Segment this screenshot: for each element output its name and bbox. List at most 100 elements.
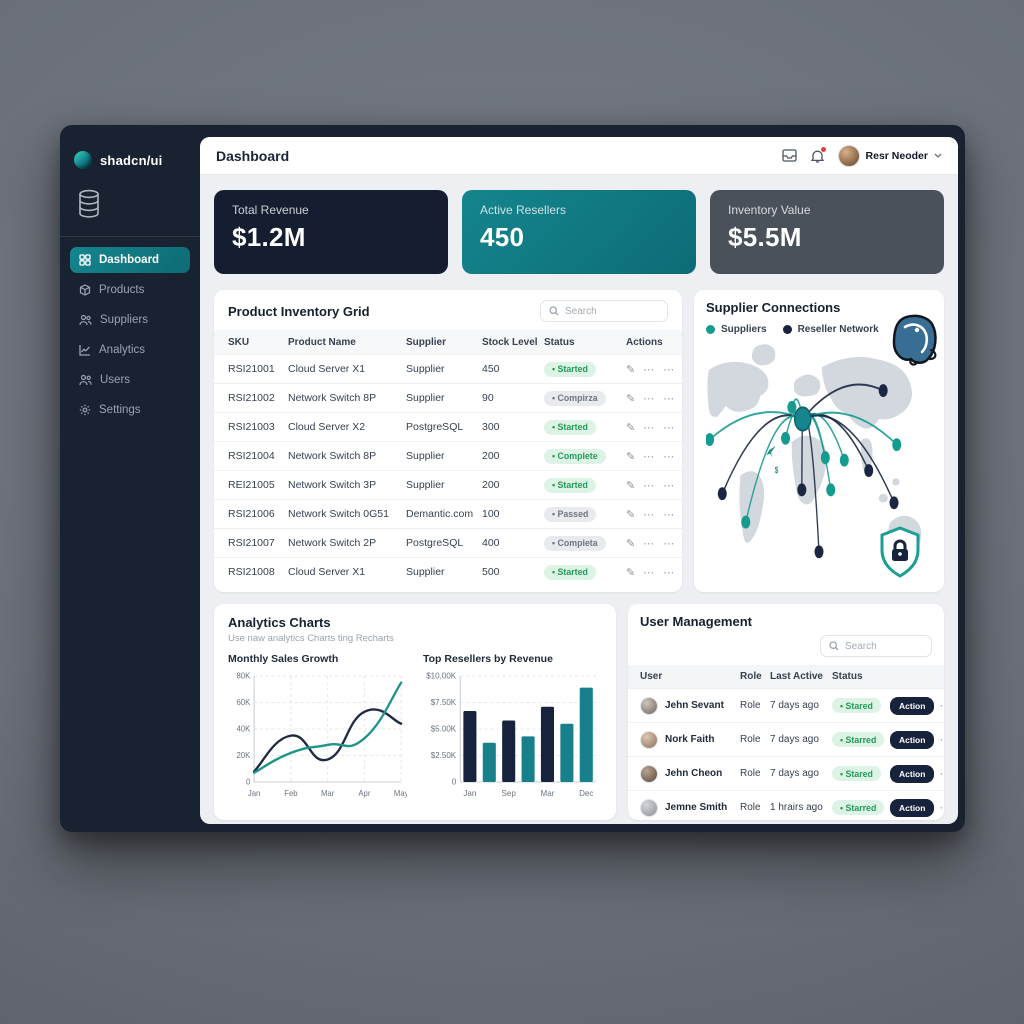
users-table-body: Jehn Sevant Role 7 days ago • Stared Action ⋯… — [628, 688, 944, 820]
cell-sku: RSI21006 — [228, 508, 275, 520]
stat-value: 450 — [480, 222, 525, 252]
network-node[interactable] — [839, 453, 849, 467]
row-menu-icon[interactable]: ⋯ — [643, 566, 656, 579]
users-search-input[interactable] — [845, 640, 923, 652]
network-node[interactable] — [878, 384, 888, 398]
sidebar-item-label: Users — [100, 374, 131, 386]
plane-glyph — [766, 446, 776, 458]
row-menu-icon[interactable]: ⋯ — [663, 450, 676, 463]
action-button[interactable]: Action — [890, 696, 935, 715]
row-menu-icon[interactable]: ⋯ — [939, 733, 944, 746]
brand[interactable]: shadcn/ui — [60, 143, 200, 179]
row-menu-icon[interactable]: ⋯ — [663, 566, 676, 579]
network-node[interactable] — [705, 433, 715, 447]
series-suppliers — [252, 681, 403, 774]
row-menu-icon[interactable]: ⋯ — [643, 392, 656, 405]
dashboard-content: Total Revenue $1.2M Active Resellers 450… — [200, 175, 958, 824]
svg-text:Jan: Jan — [248, 789, 260, 798]
sidebar-item-label: Products — [99, 284, 145, 296]
page-title: Dashboard — [216, 147, 290, 164]
stat-value: $5.5M — [728, 222, 802, 252]
status-badge: • Started — [544, 564, 596, 580]
network-node[interactable] — [820, 451, 830, 465]
inventory-table: SKU Product Name Supplier Stock Level St… — [214, 330, 682, 586]
stat-card-inventory-value: Inventory Value $5.5M — [710, 190, 944, 274]
row-menu-icon[interactable]: ⋯ — [663, 421, 676, 434]
inventory-search-input[interactable] — [565, 305, 659, 317]
row-menu-icon[interactable]: ⋯ — [643, 363, 656, 376]
status-badge: • Passed — [544, 506, 597, 522]
users-table: User Role Last Active Status Jehn Sevant… — [628, 665, 944, 820]
svg-text:60K: 60K — [237, 698, 251, 707]
network-node[interactable] — [814, 545, 824, 559]
inbox-icon[interactable] — [781, 149, 797, 162]
network-node[interactable] — [717, 487, 727, 501]
network-node[interactable] — [741, 515, 751, 529]
row-menu-icon[interactable]: ⋯ — [939, 767, 944, 780]
status-badge: • Started — [544, 477, 596, 493]
cell-product-name: Network Switch 8P — [288, 392, 377, 404]
sidebar-item-label: Settings — [99, 404, 141, 416]
action-button[interactable]: Action — [890, 764, 935, 783]
user-menu[interactable]: Resr Neoder — [837, 144, 942, 167]
cell-supplier: PostgreSQL — [406, 537, 464, 549]
row-menu-icon[interactable]: ⋯ — [663, 479, 676, 492]
edit-icon[interactable]: ✎ — [626, 508, 636, 521]
edit-icon[interactable]: ✎ — [626, 392, 636, 405]
row-menu-icon[interactable]: ⋯ — [939, 801, 944, 814]
cell-role: Role — [740, 768, 761, 779]
status-badge: • Compirza — [544, 390, 606, 406]
row-menu-icon[interactable]: ⋯ — [643, 450, 656, 463]
edit-icon[interactable]: ✎ — [626, 566, 636, 579]
row-menu-icon[interactable]: ⋯ — [663, 508, 676, 521]
topbar-actions: Resr Neoder — [781, 144, 942, 167]
row-menu-icon[interactable]: ⋯ — [663, 392, 676, 405]
network-node[interactable] — [826, 483, 836, 497]
row-menu-icon[interactable]: ⋯ — [663, 537, 676, 550]
action-button[interactable]: Action — [890, 798, 935, 817]
row-menu-icon[interactable]: ⋯ — [663, 363, 676, 376]
edit-icon[interactable]: ✎ — [626, 537, 636, 550]
edit-icon[interactable]: ✎ — [626, 363, 636, 376]
sidebar-item-suppliers[interactable]: Suppliers — [70, 307, 190, 333]
edit-icon[interactable]: ✎ — [626, 479, 636, 492]
sidebar-item-users[interactable]: Users — [70, 367, 190, 393]
network-node[interactable] — [864, 464, 874, 477]
row-menu-icon[interactable]: ⋯ — [643, 479, 656, 492]
network-node[interactable] — [781, 431, 791, 445]
network-node[interactable] — [889, 496, 899, 510]
edit-icon[interactable]: ✎ — [626, 450, 636, 463]
network-node[interactable] — [787, 400, 797, 414]
row-menu-icon[interactable]: ⋯ — [643, 421, 656, 434]
edit-icon[interactable]: ✎ — [626, 421, 636, 434]
users-title: User Management — [640, 614, 752, 629]
connection-line — [802, 383, 884, 420]
sidebar-item-analytics[interactable]: Analytics — [70, 337, 190, 363]
action-button[interactable]: Action — [890, 730, 935, 749]
cell-sku: RSI21003 — [228, 421, 275, 433]
notifications-bell-icon[interactable] — [810, 146, 826, 163]
network-node[interactable] — [892, 438, 902, 452]
users-search[interactable] — [820, 635, 932, 657]
continent — [791, 435, 827, 505]
sidebar-item-label: Suppliers — [100, 314, 148, 326]
inventory-search[interactable] — [540, 300, 668, 322]
cell-stock: 400 — [482, 537, 500, 549]
svg-text:$2.50K: $2.50K — [431, 751, 457, 760]
row-menu-icon[interactable]: ⋯ — [643, 508, 656, 521]
sidebar-item-label: Dashboard — [99, 254, 160, 266]
sidebar-item-settings[interactable]: Settings — [70, 397, 190, 423]
sidebar-item-products[interactable]: Products — [70, 277, 190, 303]
row-menu-icon[interactable]: ⋯ — [643, 537, 656, 550]
row-menu-icon[interactable]: ⋯ — [939, 699, 944, 712]
continent — [751, 344, 776, 366]
inventory-row: RSI21002 Network Switch 8P Supplier 90 • Com… — [214, 383, 682, 412]
stat-label: Active Resellers — [480, 203, 567, 217]
cell-supplier: Supplier — [406, 566, 445, 578]
network-node[interactable] — [797, 483, 807, 497]
search-icon — [829, 641, 839, 651]
inventory-table-header: SKU Product Name Supplier Stock Level St… — [214, 330, 682, 354]
sidebar-item-dashboard[interactable]: Dashboard — [70, 247, 190, 273]
hub-node[interactable] — [793, 406, 812, 432]
connection-line — [721, 414, 803, 495]
